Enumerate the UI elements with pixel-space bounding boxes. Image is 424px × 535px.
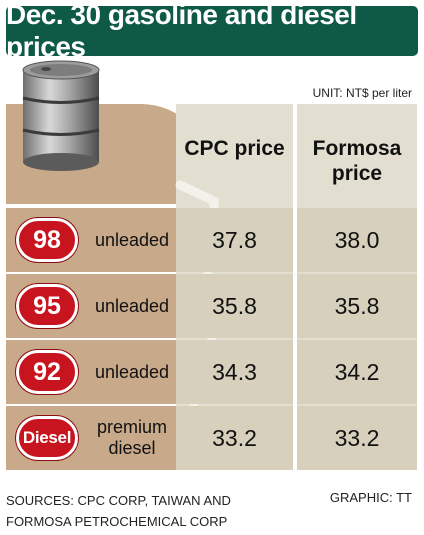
fuel-grade-badge: 92 — [16, 350, 78, 394]
formosa-price-value: 33.2 — [334, 424, 380, 451]
formosa-price-value: 38.0 — [334, 226, 380, 253]
cpc-price-value: 34.3 — [212, 358, 257, 385]
oil-barrel-icon — [22, 60, 100, 171]
table-row: 92 unleaded 34.3 34.2 — [6, 340, 417, 404]
graphic-credit: GRAPHIC: TT — [329, 490, 412, 505]
table-row: Diesel premium diesel 33.2 33.2 — [6, 406, 417, 470]
cell-background — [297, 274, 417, 338]
fuel-grade-badge: Diesel — [16, 416, 78, 460]
cell-background — [297, 406, 417, 470]
column-header-formosa: Formosa price — [312, 137, 402, 185]
fuel-grade-badge: 98 — [16, 218, 78, 262]
cell-background — [176, 208, 293, 272]
cpc-price-value: 33.2 — [212, 424, 257, 451]
fuel-type-label: unleaded — [94, 295, 170, 316]
formosa-price-value: 35.8 — [334, 292, 380, 319]
table-row: 98 unleaded 37.8 38.0 — [6, 208, 417, 272]
sources-note: SOURCES: CPC CORP, TAIWAN AND FORMOSA PE… — [6, 493, 231, 529]
cell-background — [297, 340, 417, 404]
fuel-type-label: premium diesel — [96, 417, 167, 458]
cell-background — [176, 274, 293, 338]
cell-background — [297, 208, 417, 272]
cpc-price-value: 35.8 — [212, 292, 257, 319]
formosa-price-value: 34.2 — [334, 358, 380, 385]
table-row: 95 unleaded 35.8 35.8 — [6, 274, 417, 338]
cell-background — [176, 406, 293, 470]
column-header-cpc: CPC price — [184, 137, 285, 160]
fuel-type-label: unleaded — [94, 229, 170, 250]
cell-background — [176, 340, 293, 404]
fuel-type-label: unleaded — [94, 361, 170, 382]
fuel-grade-badge: 95 — [16, 284, 78, 328]
cpc-price-value: 37.8 — [212, 226, 257, 253]
chart-title: Dec. 30 gasoline and diesel prices — [6, 0, 418, 62]
unit-label: UNIT: NT$ per liter — [312, 86, 412, 100]
